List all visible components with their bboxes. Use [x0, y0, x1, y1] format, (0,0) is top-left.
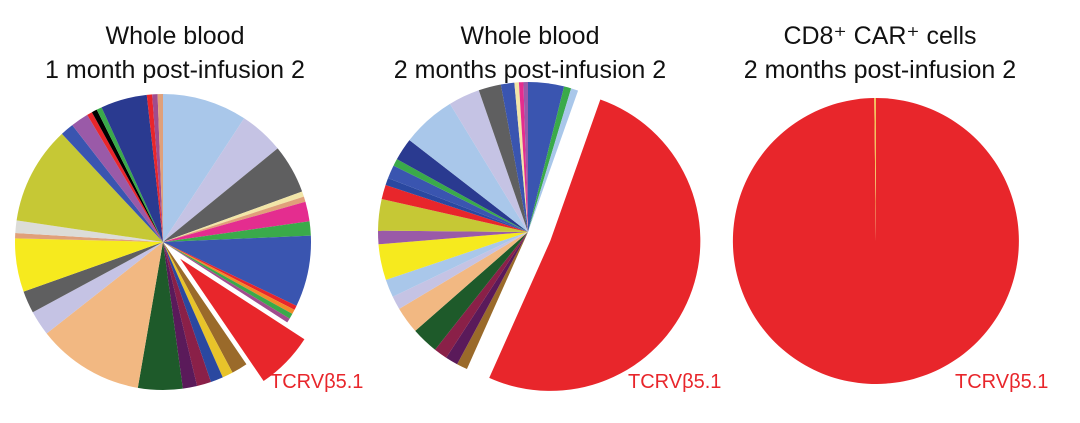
- pie-chart-1: Whole blood 1 month post-infusion 2 TCRV…: [14, 22, 363, 393]
- highlight-slice-label: TCRVβ5.1: [270, 371, 363, 393]
- pie-slice: [157, 94, 163, 242]
- pie-slice: [72, 114, 163, 242]
- pie-slice: [518, 82, 528, 232]
- chart-title-line-1: CD8⁺ CAR⁺ cells: [783, 22, 976, 50]
- pie-slice: [385, 232, 528, 297]
- pie-slice: [87, 112, 163, 242]
- pie-slice: [388, 165, 528, 232]
- pie-slice: [163, 242, 211, 387]
- chart-title-line-2: 2 months post-infusion 2: [744, 56, 1016, 84]
- pie-slice: [137, 242, 183, 390]
- pie-slice: [528, 88, 579, 232]
- pie-slice: [163, 196, 306, 242]
- pie-slice: [163, 235, 311, 306]
- pie-slice: [163, 242, 247, 373]
- pie-slice: [163, 242, 293, 319]
- highlight-slice-label: TCRVβ5.1: [955, 371, 1048, 393]
- pie-slice: [163, 191, 304, 242]
- pie-chart-3: CD8⁺ CAR⁺ cells 2 months post-infusion 2…: [732, 22, 1048, 393]
- pie-slice: [415, 232, 528, 350]
- pie-slices: [732, 97, 1019, 384]
- pie-slice: [393, 159, 528, 232]
- pie-slice: [23, 242, 163, 313]
- pie-slice: [163, 242, 198, 389]
- chart-title-line-1: Whole blood: [461, 22, 600, 50]
- pie-slice: [163, 94, 245, 242]
- pie-slice: [523, 82, 528, 232]
- pie-slice: [152, 94, 163, 242]
- pie-slices: [378, 82, 701, 391]
- chart-title-line-2: 1 month post-infusion 2: [45, 56, 305, 84]
- pie-slice: [399, 232, 528, 331]
- pie-slice: [15, 220, 164, 242]
- pie-slice: [163, 242, 233, 378]
- pie-slice: [392, 232, 528, 309]
- pie-slice: [163, 118, 278, 242]
- pie-slice: [163, 221, 311, 242]
- pie-slice: [61, 125, 163, 242]
- pie-slice: [101, 94, 163, 242]
- pie-slice: [163, 201, 310, 242]
- highlight-slice-label: TCRVβ5.1: [628, 371, 721, 393]
- pie-slice: [163, 242, 223, 383]
- pie-slice: [528, 86, 572, 232]
- pie-slice: [91, 109, 163, 243]
- pie-slice: [32, 242, 163, 334]
- pie-slice: [15, 232, 164, 242]
- pie-slice: [446, 232, 528, 365]
- pie-slice: [163, 148, 303, 242]
- pie-slice: [381, 184, 528, 232]
- pie-slice: [500, 82, 528, 233]
- pie-chart-2: Whole blood 2 months post-infusion 2 TCR…: [378, 22, 721, 393]
- pie-slice: [16, 133, 164, 242]
- pie-slice: [435, 232, 528, 358]
- pie-slices: [14, 94, 311, 390]
- pie-slice: [163, 242, 295, 314]
- pie-slice: [874, 97, 876, 241]
- pie-slice: [378, 230, 528, 245]
- pie-slice: [96, 107, 163, 242]
- pie-slice-highlight: [489, 99, 701, 391]
- pie-slice: [163, 242, 290, 323]
- pie-slice-highlight: [732, 98, 1019, 384]
- pie-slice: [457, 232, 528, 370]
- chart-title-line-2: 2 months post-infusion 2: [394, 56, 666, 84]
- pie-slice: [396, 140, 528, 232]
- pie-slice: [528, 82, 565, 232]
- pie-slice: [163, 242, 297, 310]
- pie-slice: [478, 84, 528, 233]
- pie-slice: [449, 90, 528, 232]
- pie-slice: [14, 238, 163, 292]
- pie-slice: [514, 82, 528, 232]
- pie-slice: [385, 178, 528, 232]
- pie-slice: [46, 242, 163, 388]
- pie-slice: [409, 103, 528, 232]
- pie-slice: [378, 199, 528, 232]
- pie-slice-highlight: [180, 258, 305, 381]
- pie-slice: [378, 232, 528, 280]
- chart-title-line-1: Whole blood: [106, 22, 245, 50]
- pie-slice: [146, 94, 163, 243]
